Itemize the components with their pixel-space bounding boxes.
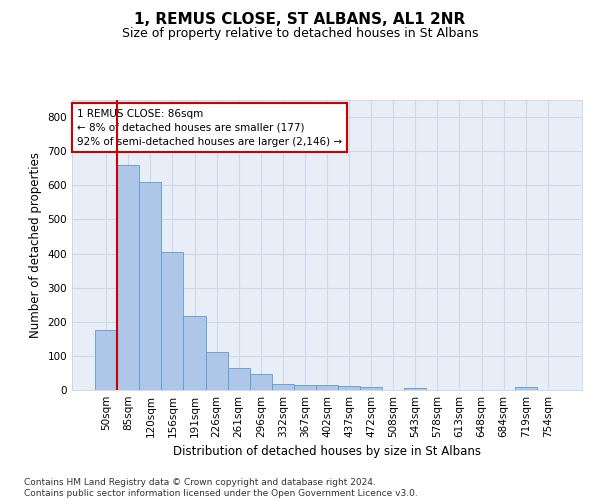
Bar [161, 252, 184, 390]
Bar [139, 182, 161, 390]
Bar [117, 165, 139, 390]
Text: 1 REMUS CLOSE: 86sqm
← 8% of detached houses are smaller (177)
92% of semi-detac: 1 REMUS CLOSE: 86sqm ← 8% of detached ho… [77, 108, 342, 146]
Bar [95, 330, 117, 390]
Bar [316, 385, 338, 390]
Bar [227, 368, 250, 390]
Bar [250, 374, 272, 390]
Bar [338, 386, 360, 390]
Text: Size of property relative to detached houses in St Albans: Size of property relative to detached ho… [122, 28, 478, 40]
Bar [360, 388, 382, 390]
Bar [272, 384, 294, 390]
X-axis label: Distribution of detached houses by size in St Albans: Distribution of detached houses by size … [173, 446, 481, 458]
Y-axis label: Number of detached properties: Number of detached properties [29, 152, 42, 338]
Bar [515, 388, 537, 390]
Text: Contains HM Land Registry data © Crown copyright and database right 2024.
Contai: Contains HM Land Registry data © Crown c… [24, 478, 418, 498]
Bar [404, 388, 427, 390]
Bar [294, 385, 316, 390]
Text: 1, REMUS CLOSE, ST ALBANS, AL1 2NR: 1, REMUS CLOSE, ST ALBANS, AL1 2NR [134, 12, 466, 28]
Bar [206, 352, 227, 390]
Bar [184, 316, 206, 390]
